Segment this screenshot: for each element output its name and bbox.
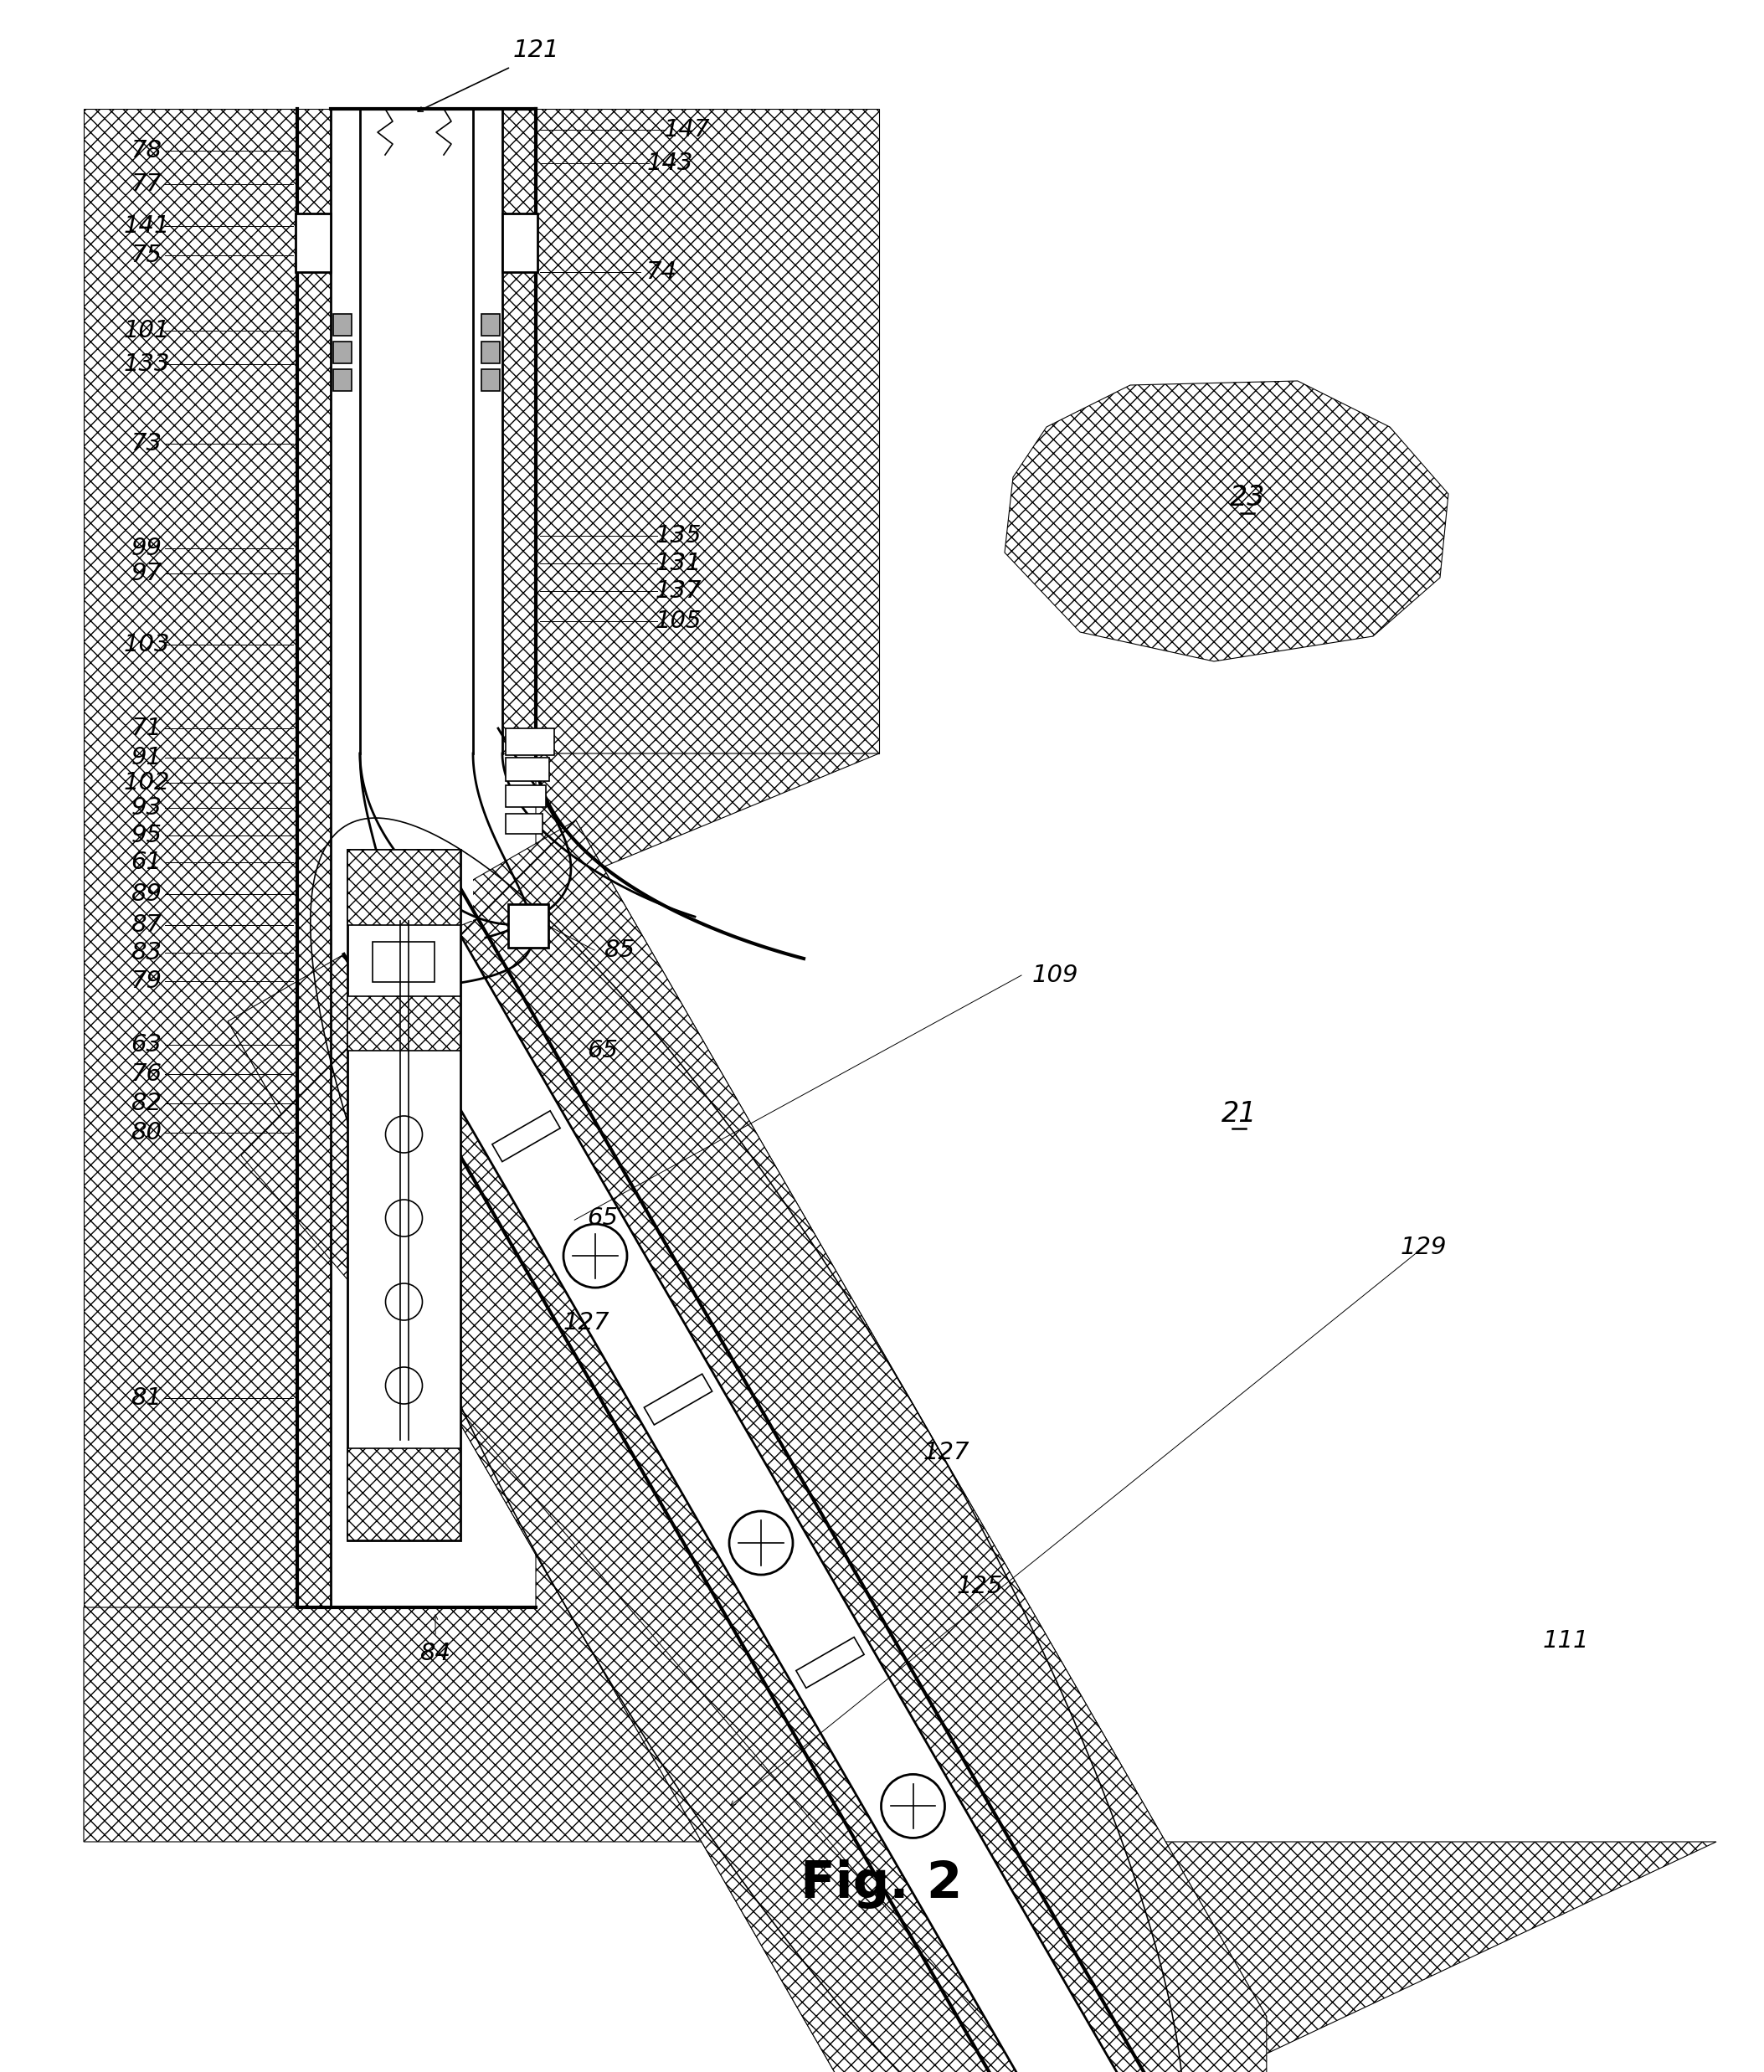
Polygon shape [242,821,1267,2072]
Text: Fig. 2: Fig. 2 [801,1859,963,1908]
Text: 95: 95 [131,825,162,847]
Bar [482,342,499,363]
Polygon shape [796,1637,864,1689]
Polygon shape [644,1374,713,1426]
Text: 137: 137 [654,580,702,603]
Bar [506,729,554,754]
Text: 87: 87 [131,914,162,937]
Text: 131: 131 [654,551,702,576]
Text: 79: 79 [131,970,162,992]
Text: 127: 127 [563,1312,609,1334]
Polygon shape [492,1111,561,1162]
Text: 74: 74 [646,261,677,284]
Text: 84: 84 [420,1641,452,1666]
Text: 143: 143 [647,151,693,174]
Text: 75: 75 [131,244,162,267]
Text: 121: 121 [513,39,559,62]
Text: 80: 80 [131,1121,162,1144]
Text: 65: 65 [587,1038,617,1063]
Circle shape [386,1368,422,1405]
Text: 147: 147 [663,118,709,141]
Bar [506,758,549,781]
Polygon shape [228,955,1034,2072]
Text: 129: 129 [1401,1235,1446,1260]
Bar [506,814,543,833]
Polygon shape [348,1448,460,1539]
Bar [503,213,538,271]
Text: 71: 71 [131,717,162,740]
Polygon shape [83,754,1716,2072]
Text: 101: 101 [123,319,169,342]
Bar [333,342,351,363]
Text: 83: 83 [131,941,162,963]
Text: 97: 97 [131,562,162,584]
Polygon shape [363,899,1131,2072]
Bar [296,213,330,271]
Text: 82: 82 [131,1092,162,1115]
Text: 85: 85 [603,939,635,961]
Circle shape [386,1200,422,1237]
Text: 61: 61 [131,852,162,874]
Polygon shape [296,110,330,1608]
Polygon shape [1005,381,1448,661]
Bar [482,369,499,392]
Text: 23: 23 [1230,485,1265,512]
Polygon shape [460,821,1267,2072]
Circle shape [882,1774,946,1838]
Bar [348,850,460,1539]
Text: 125: 125 [956,1575,1002,1598]
Bar [508,903,549,947]
Text: 77: 77 [131,172,162,197]
Text: 73: 73 [131,431,162,456]
Text: 21: 21 [1221,1100,1258,1127]
Text: 81: 81 [131,1386,162,1409]
Text: 65: 65 [587,1206,617,1231]
Polygon shape [330,110,503,754]
Polygon shape [536,110,878,754]
Circle shape [386,1450,422,1488]
Text: 111: 111 [1542,1629,1589,1653]
Text: 76: 76 [131,1063,162,1086]
Text: 135: 135 [654,524,702,547]
Circle shape [386,1283,422,1320]
Polygon shape [348,850,460,924]
Text: 91: 91 [131,746,162,769]
Bar [333,369,351,392]
Bar [506,785,545,806]
Text: 63: 63 [131,1034,162,1057]
Text: 103: 103 [123,632,169,657]
Text: 105: 105 [654,609,702,632]
Text: 127: 127 [923,1440,968,1465]
Text: 89: 89 [131,883,162,905]
Text: 102: 102 [123,771,169,794]
Polygon shape [360,110,473,920]
Text: 93: 93 [131,796,162,821]
Text: 109: 109 [1032,963,1078,986]
Circle shape [386,1117,422,1152]
Text: 133: 133 [123,352,169,375]
Bar [372,943,434,982]
Polygon shape [503,110,536,754]
Polygon shape [348,997,460,1051]
Circle shape [563,1225,626,1287]
Circle shape [729,1510,792,1575]
Text: 78: 78 [131,139,162,162]
Polygon shape [83,110,296,1608]
Bar [333,315,351,336]
Bar [482,315,499,336]
Text: 99: 99 [131,537,162,559]
Text: 141: 141 [123,213,169,238]
